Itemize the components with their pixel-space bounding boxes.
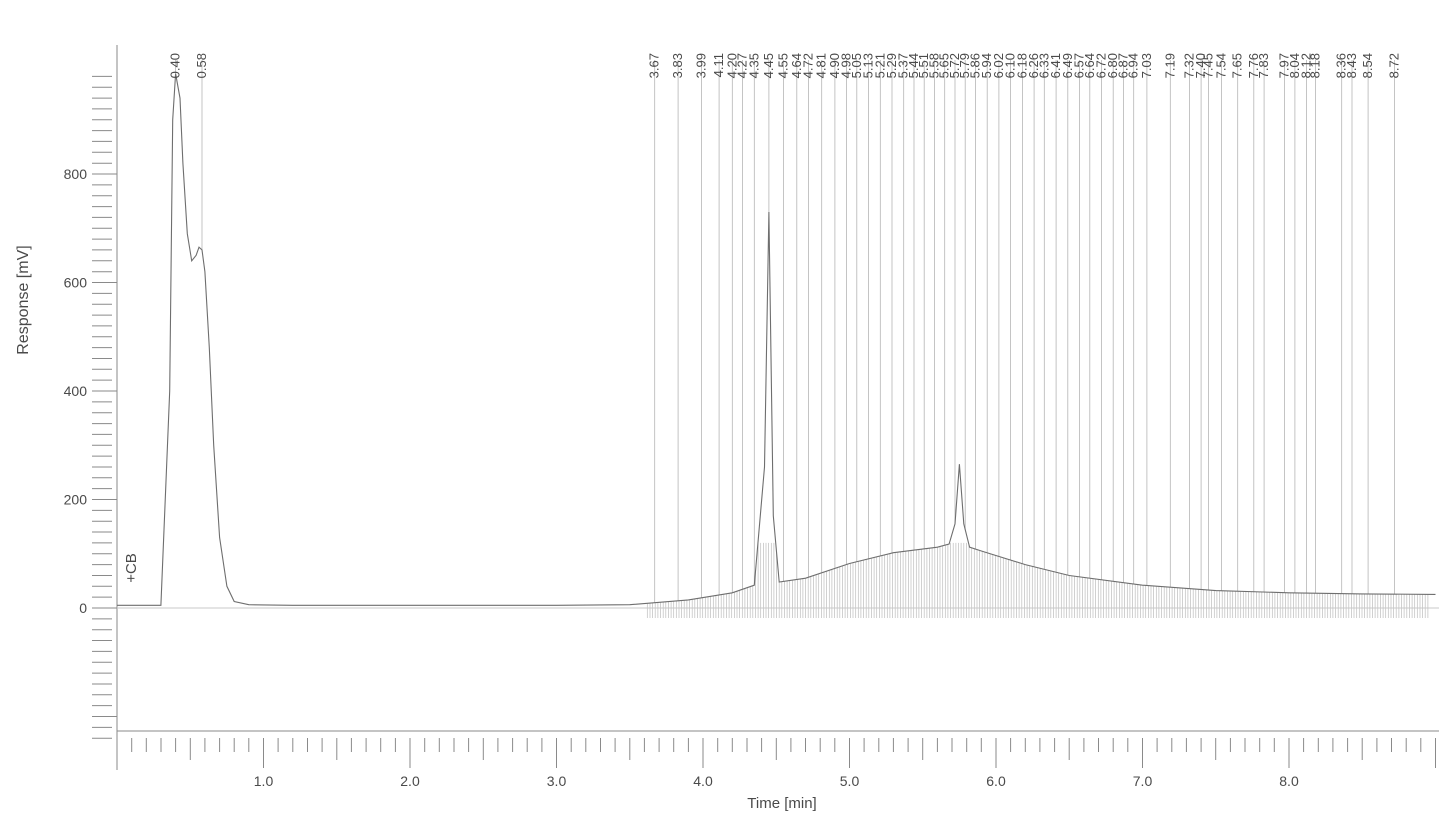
peak-label-8.72: 8.72 bbox=[1387, 53, 1402, 78]
y-tick-label-800: 800 bbox=[64, 166, 88, 182]
y-tick-label-0: 0 bbox=[79, 600, 87, 616]
x-axis-label: Time [min] bbox=[747, 795, 816, 812]
peak-label-0.40: 0.40 bbox=[168, 53, 183, 78]
y-tick-label-600: 600 bbox=[64, 275, 88, 291]
peak-label-8.43: 8.43 bbox=[1344, 53, 1359, 78]
peak-marker-lines bbox=[176, 60, 1395, 603]
x-tick-label-6.0: 6.0 bbox=[986, 773, 1006, 789]
peak-label-7.65: 7.65 bbox=[1230, 53, 1245, 78]
peak-label-8.54: 8.54 bbox=[1360, 53, 1375, 78]
peak-labels: 0.40 0.58 3.67 3.83 3.99 4.114.204.274.35 4.45… bbox=[168, 53, 1402, 78]
peak-label-3.83: 3.83 bbox=[670, 53, 685, 78]
x-tick-label-1.0: 1.0 bbox=[254, 773, 274, 789]
x-tick-label-4.0: 4.0 bbox=[693, 773, 713, 789]
y-tick-label-200: 200 bbox=[64, 492, 88, 508]
peak-label-4.35: 4.35 bbox=[746, 53, 761, 78]
integration-hatching bbox=[647, 543, 1428, 618]
x-tick-label-7.0: 7.0 bbox=[1133, 773, 1153, 789]
event-label-cb: +CB bbox=[123, 553, 140, 583]
x-tick-label-3.0: 3.0 bbox=[547, 773, 567, 789]
peak-label-0.58: 0.58 bbox=[194, 53, 209, 78]
axes bbox=[117, 45, 1439, 770]
peak-label-3.67: 3.67 bbox=[647, 53, 662, 78]
peak-label-7.54: 7.54 bbox=[1214, 53, 1229, 78]
peak-label-3.99: 3.99 bbox=[694, 53, 709, 78]
y-axis-label: Response [mV] bbox=[15, 245, 32, 354]
y-axis-ticks: 0 200 400 600 800 bbox=[64, 76, 117, 738]
x-tick-label-8.0: 8.0 bbox=[1279, 773, 1299, 789]
x-tick-label-2.0: 2.0 bbox=[400, 773, 420, 789]
peak-label-8.18: 8.18 bbox=[1307, 53, 1322, 78]
x-axis-ticks: 1.0 2.0 3.0 4.0 5.0 6.0 7.0 8.0 bbox=[117, 738, 1436, 789]
x-tick-label-5.0: 5.0 bbox=[840, 773, 860, 789]
peak-label-7.03: 7.03 bbox=[1139, 53, 1154, 78]
peak-label-4.45: 4.45 bbox=[761, 53, 776, 78]
peak-label-7.83: 7.83 bbox=[1256, 53, 1271, 78]
y-tick-label-400: 400 bbox=[64, 383, 88, 399]
peak-label-7.19: 7.19 bbox=[1162, 53, 1177, 78]
